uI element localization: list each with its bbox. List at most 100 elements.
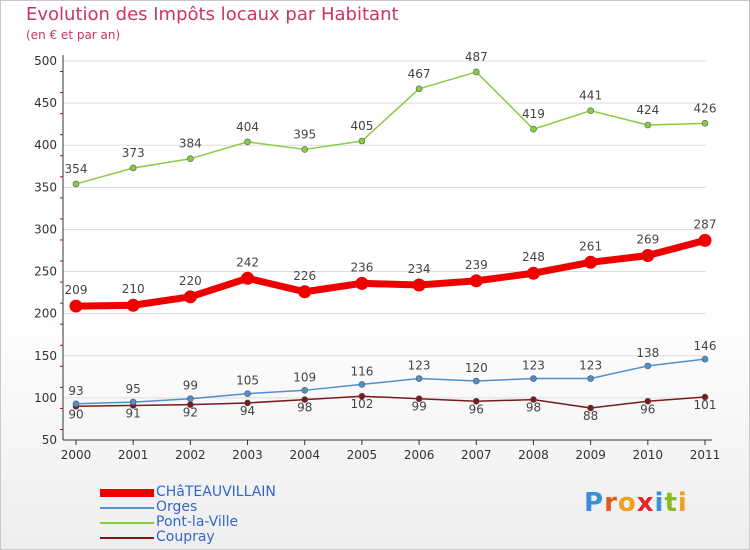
logo-letter: r — [604, 488, 618, 518]
data-label: 88 — [583, 409, 598, 423]
data-label: 242 — [236, 255, 259, 269]
data-point — [641, 249, 655, 263]
x-tick-label: 2004 — [289, 448, 320, 462]
data-label: 426 — [694, 101, 717, 115]
x-tick-label: 2001 — [118, 448, 149, 462]
data-point — [584, 255, 598, 269]
data-point — [415, 85, 423, 93]
series-line — [75, 237, 706, 310]
data-point — [241, 271, 255, 285]
data-label: 405 — [350, 119, 373, 133]
data-label: 120 — [465, 361, 488, 375]
x-tick-label: 2010 — [633, 448, 664, 462]
x-tick-label: 2009 — [575, 448, 606, 462]
data-label: 138 — [636, 346, 659, 360]
data-label: 94 — [240, 404, 255, 418]
data-label: 116 — [350, 364, 373, 378]
data-label: 105 — [236, 374, 259, 388]
data-point — [187, 395, 194, 403]
data-label: 93 — [68, 384, 83, 398]
data-label: 384 — [179, 137, 202, 151]
x-tick-label: 2008 — [518, 448, 549, 462]
data-point — [415, 375, 423, 382]
data-label: 210 — [122, 282, 145, 296]
data-point — [644, 121, 652, 129]
y-tick-label: 450 — [34, 96, 57, 110]
data-label: 99 — [411, 400, 426, 414]
data-label: 424 — [636, 103, 659, 117]
data-point — [301, 396, 309, 403]
data-point — [530, 125, 537, 133]
data-point — [530, 396, 537, 403]
data-label: 102 — [350, 397, 373, 411]
data-label: 92 — [183, 406, 198, 420]
data-point — [244, 399, 251, 407]
y-tick-label: 500 — [34, 54, 57, 68]
data-point — [129, 398, 137, 406]
data-point — [412, 278, 426, 292]
data-point — [301, 387, 309, 394]
legend-label: Pont-la-Ville — [156, 514, 239, 530]
legend-label: CHâTEAUVILLAIN — [156, 484, 276, 500]
data-point — [72, 400, 80, 408]
data-label: 395 — [293, 127, 316, 141]
x-tick-label: 2003 — [232, 448, 263, 462]
data-label: 146 — [694, 339, 717, 353]
data-point — [472, 68, 480, 76]
data-point — [701, 120, 709, 127]
data-point — [472, 397, 480, 405]
logo-letter: t — [664, 488, 678, 518]
logo-letter: P — [584, 488, 605, 518]
data-label: 226 — [293, 269, 316, 283]
data-label: 261 — [579, 239, 602, 253]
x-tick-label: 2011 — [690, 448, 721, 462]
y-tick-label: 50 — [42, 433, 57, 447]
data-point — [701, 355, 709, 363]
data-point — [644, 362, 652, 370]
legend-swatch — [100, 507, 154, 509]
logo-letter: i — [654, 488, 665, 518]
y-tick-label: 400 — [34, 138, 57, 152]
y-tick-label: 350 — [34, 180, 57, 194]
data-label: 404 — [236, 120, 259, 134]
data-label: 99 — [183, 379, 198, 393]
x-tick-label: 2005 — [347, 448, 378, 462]
legend-label: Coupray — [156, 529, 215, 545]
data-point — [644, 397, 652, 405]
series-line — [75, 71, 706, 185]
series-line — [75, 395, 706, 409]
data-label: 236 — [350, 260, 373, 274]
data-point — [126, 298, 140, 312]
series-line — [75, 358, 706, 405]
data-label: 96 — [469, 402, 484, 416]
data-point — [183, 290, 197, 304]
data-point — [469, 274, 483, 288]
data-point — [698, 233, 712, 247]
y-tick-label: 150 — [34, 349, 57, 363]
data-label: 220 — [179, 274, 202, 288]
y-tick-label: 250 — [34, 265, 57, 279]
data-point — [244, 390, 251, 397]
data-label: 95 — [126, 382, 141, 396]
legend-label: Orges — [156, 499, 198, 515]
logo-letter: i — [677, 488, 688, 518]
data-point — [358, 381, 366, 388]
data-label: 98 — [297, 401, 312, 415]
data-point — [526, 266, 540, 280]
data-label: 239 — [465, 258, 488, 272]
data-label: 287 — [694, 217, 717, 231]
data-point — [72, 180, 80, 188]
data-label: 90 — [68, 407, 83, 421]
legend-swatch — [100, 489, 154, 497]
x-tick-label: 2000 — [61, 448, 92, 462]
data-label: 467 — [408, 67, 431, 81]
data-point — [415, 395, 423, 403]
data-label: 234 — [408, 262, 431, 276]
data-point — [530, 375, 537, 382]
data-point — [587, 375, 594, 382]
data-label: 98 — [526, 401, 541, 415]
data-label: 441 — [579, 89, 602, 103]
data-point — [301, 146, 309, 153]
